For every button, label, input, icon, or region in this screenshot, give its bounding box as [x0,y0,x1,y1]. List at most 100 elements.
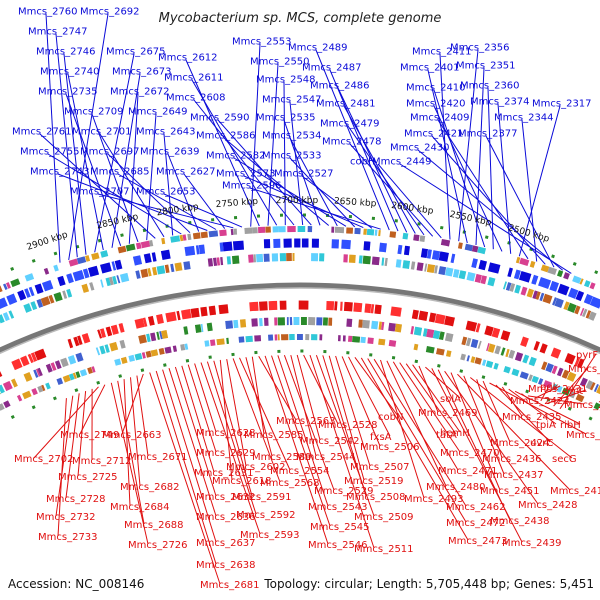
forward-gene-label: Mmcs_2590 [190,112,250,123]
feature-block [23,372,33,382]
feature-block [426,328,435,339]
forward-gene-label: Mmcs_2356 [450,42,510,53]
feature-block [135,270,141,279]
feature-block [210,339,216,346]
feature-block [20,355,30,367]
reverse-gene-label: Mmcs_2592 [236,510,296,521]
feature-block [244,227,253,234]
reverse-gene-leader [155,370,217,565]
forward-gene-label: Mmcs_2627 [156,166,216,177]
feature-block [190,307,200,318]
reverse-gene-leader [283,355,335,491]
feature-block [120,356,128,364]
feature-block [503,281,507,290]
feature-block [491,327,501,339]
reverse-gene-leader [181,365,215,473]
reverse-gene-leader [463,375,505,475]
forward-gene-leader [518,105,561,257]
feature-block [0,297,8,309]
kbp-label: 2550 kbp [449,210,493,229]
reverse-gene-label: Mmcs_2542 [300,436,360,447]
feature-block [2,283,8,290]
feature-block [588,311,597,321]
forward-gene-label: Mmcs_2351 [456,60,516,71]
feature-block [151,252,157,262]
reverse-gene-label: Mmcs_2749 [60,430,120,441]
forward-gene-label: Mmcs_2527 [274,168,334,179]
feature-block [413,343,419,351]
forward-gene-leader [185,59,260,227]
feature-block [165,311,177,323]
reverse-gene-label: Mmcs_2712 [72,456,132,467]
feature-block [54,360,62,370]
forward-gene-leader [377,163,442,239]
feature-block [556,367,564,377]
reverse-gene-label: solA [440,394,461,405]
forward-gene-label: Mmcs_2761 [12,126,72,137]
reverse-gene-label: Mmcs_2509 [354,512,414,523]
feature-block [395,259,402,268]
reverse-gene-label: Mmcs_2585 [244,430,304,441]
genome-summary: Topology: circular; Length: 5,705,448 bp… [263,577,594,591]
feature-block [503,365,511,374]
forward-gene-label: Mmcs_2643 [136,126,196,137]
feature-block [6,293,18,305]
feature-block [50,362,57,371]
feature-block [119,339,126,349]
forward-gene-leader [349,143,434,237]
reverse-gene-leader [296,354,321,441]
feature-block [0,403,5,411]
reverse-gene-label: secG [552,454,577,465]
feature-block [367,337,374,344]
feature-block [561,369,570,379]
feature-block [45,363,53,373]
forward-gene-label: Mmcs_2478 [322,136,382,147]
feature-block [23,303,32,313]
feature-block [584,280,591,288]
feature-block [545,362,554,373]
feature-block [67,338,74,349]
feature-block [403,245,410,256]
reverse-gene-label: Mmcs_2688 [124,520,184,531]
feature-block [56,377,64,386]
feature-block [89,282,95,291]
reverse-gene-leader [367,358,467,523]
feature-block [41,279,54,292]
feature-block [397,244,403,255]
feature-block [66,288,73,298]
forward-gene-leader [94,53,135,253]
reverse-gene-label: Mmcs_2545 [310,522,370,533]
reverse-gene-label: Mmcs_2733 [38,532,98,543]
feature-block [542,293,553,304]
feature-block [557,283,570,296]
forward-gene-label: Mmcs_2596 [222,180,282,191]
feature-block [111,261,117,271]
feature-block [514,284,521,294]
reverse-gene-label: Mmcs_2629 [196,448,256,459]
feature-block [539,343,548,354]
feature-block [5,282,11,289]
feature-block [529,260,536,268]
feature-block [112,275,118,285]
forward-gene-label: Mmcs_2611 [164,72,224,83]
reverse-gene-leader [162,369,217,543]
feature-block [577,358,585,369]
forward-gene-leader [233,157,347,227]
feature-block [181,309,192,320]
feature-block [160,249,171,261]
feature-block [585,380,594,390]
forward-gene-label: Mmcs_2411 [412,46,472,57]
forward-gene-leader [107,153,191,234]
feature-block [494,345,501,355]
feature-block [477,246,487,255]
reverse-gene-leader [57,398,67,537]
forward-gene-leader [289,101,304,226]
feature-block [28,286,35,297]
forward-gene-leader [191,79,278,226]
reverse-gene-label: Mmcs_2389 [564,400,600,411]
feature-block [225,320,234,329]
feature-block [531,274,539,285]
feature-block [117,245,127,254]
reverse-gene-label: cobN [378,412,403,423]
